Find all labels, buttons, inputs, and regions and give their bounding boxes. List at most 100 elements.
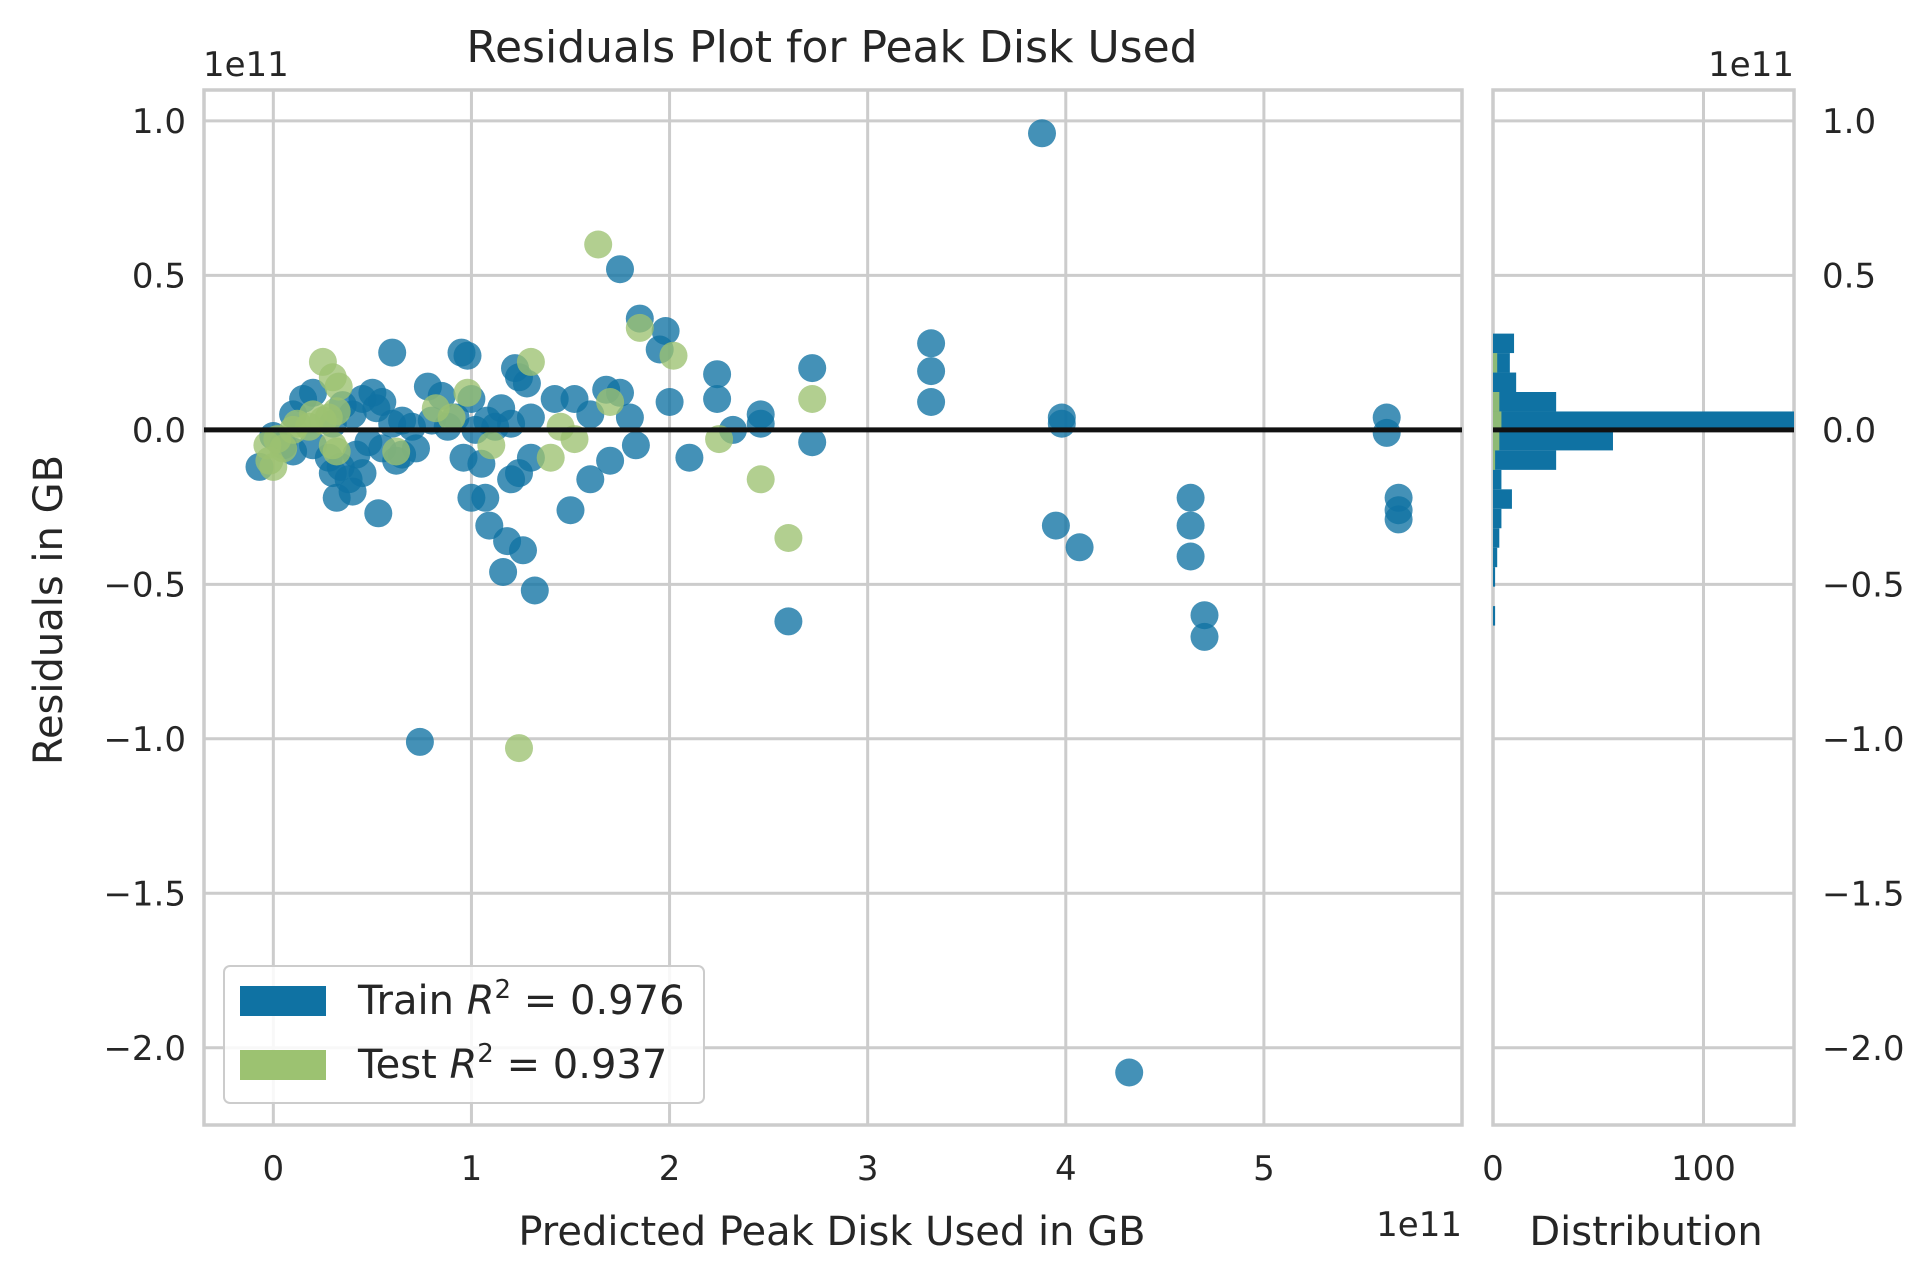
x-tick-label: 1 — [461, 1149, 483, 1189]
y-tick-label: −0.5 — [103, 565, 186, 605]
x-tick-label: 0 — [263, 1149, 285, 1189]
x-tick-label: 2 — [659, 1149, 681, 1189]
legend-label-test: Test R2 = 0.937 — [357, 1039, 667, 1088]
histogram-x-tick-label: 0 — [1482, 1149, 1504, 1189]
train-point — [556, 496, 585, 525]
train-point — [497, 409, 526, 438]
test-point — [798, 385, 827, 413]
test-histogram-bar — [1493, 411, 1502, 431]
legend-frame — [223, 965, 705, 1104]
train-point — [1372, 418, 1401, 447]
train-point — [606, 255, 634, 284]
histogram-y-tick-label: 0.0 — [1822, 411, 1876, 451]
train-histogram-bar — [1493, 606, 1496, 626]
train-histogram-bar — [1493, 469, 1502, 490]
chart-title: Residuals Plot for Peak Disk Used — [466, 22, 1197, 73]
y-tick-label: −2.0 — [103, 1029, 186, 1069]
test-point — [322, 437, 351, 466]
train-point — [1190, 622, 1219, 651]
train-point — [576, 465, 605, 494]
train-point — [798, 354, 827, 383]
y-axis-label: Residuals in GB — [26, 455, 72, 765]
train-point — [615, 403, 644, 432]
train-point — [540, 385, 569, 413]
train-point — [774, 607, 803, 636]
train-point — [405, 727, 434, 756]
train-point — [364, 499, 393, 528]
train-histogram-bar — [1493, 411, 1794, 431]
train-point — [378, 338, 407, 367]
test-histogram-bar — [1493, 450, 1496, 470]
test-point — [437, 403, 466, 432]
test-point — [584, 230, 613, 259]
train-histogram-bar — [1493, 547, 1498, 568]
train-point — [1384, 505, 1413, 534]
test-point — [259, 452, 288, 481]
test-point — [382, 437, 411, 466]
histogram-y-tick-label: 1.0 — [1822, 102, 1876, 142]
train-histogram-bar — [1493, 450, 1557, 470]
train-point — [509, 536, 537, 565]
legend-swatch-train — [240, 986, 326, 1016]
train-point — [471, 483, 500, 512]
main-plot-area: 0 1 2 3 4 5 1.0 0.5 0.0 −0.5 −1.0 −1.5 −2.0 — [103, 88, 1464, 1189]
train-point — [596, 446, 625, 475]
train-point — [1190, 601, 1219, 630]
train-point — [1065, 533, 1094, 562]
histogram-plot-area: 1.0 0.5 0.0 −0.5 −1.0 −1.5 −2.0 0 100 — [1482, 88, 1905, 1189]
train-point — [746, 409, 775, 438]
test-point — [746, 465, 775, 494]
x-tick-label: 5 — [1253, 1149, 1275, 1189]
train-point — [338, 477, 367, 506]
y-tick-label: 0.0 — [132, 411, 186, 451]
train-point — [655, 388, 684, 416]
legend-label-train: Train R2 = 0.976 — [357, 975, 685, 1024]
histogram-y-tick-label: −2.0 — [1822, 1029, 1905, 1069]
test-point — [659, 341, 688, 370]
train-point — [917, 357, 946, 386]
test-histogram — [1493, 353, 1502, 470]
histogram-x-label: Distribution — [1529, 1209, 1762, 1255]
test-point — [453, 378, 482, 407]
test-point — [324, 372, 353, 401]
train-point — [1028, 119, 1056, 148]
histogram-plot-frame — [1491, 88, 1796, 1127]
legend-swatch-test — [240, 1050, 326, 1080]
y-tick-label: −1.5 — [103, 874, 186, 914]
legend: Train R2 = 0.976 Test R2 = 0.937 — [223, 965, 705, 1104]
train-point — [1047, 409, 1076, 438]
train-point — [520, 576, 549, 605]
y-tick-label: −1.0 — [103, 720, 186, 760]
histogram-y-tick-label: −0.5 — [1822, 565, 1905, 605]
train-histogram-bar — [1493, 392, 1557, 412]
train-point — [703, 385, 732, 413]
histogram-y-tick-label: −1.0 — [1822, 720, 1905, 760]
train-point — [917, 388, 946, 416]
train-point — [1115, 1058, 1144, 1087]
test-histogram-bar — [1493, 392, 1500, 412]
train-histogram-bar — [1493, 489, 1512, 509]
train-point — [1176, 542, 1205, 571]
test-point — [477, 431, 506, 460]
histogram-x-tick-label: 100 — [1671, 1149, 1736, 1189]
train-point — [675, 443, 704, 472]
histogram-y-tick-label: 0.5 — [1822, 256, 1876, 296]
train-point — [516, 443, 545, 472]
histogram-y-tick-label: −1.5 — [1822, 874, 1905, 914]
train-point — [453, 341, 482, 370]
train-point — [621, 431, 650, 460]
train-histogram-bar — [1493, 430, 1613, 451]
train-histogram-bar — [1493, 372, 1517, 393]
train-point — [917, 329, 946, 358]
train-histogram-bar — [1493, 333, 1515, 354]
train-point — [1176, 511, 1205, 540]
train-point — [368, 388, 397, 416]
test-point — [774, 524, 803, 552]
y-tick-label: 1.0 — [132, 102, 186, 142]
y-tick-label: 0.5 — [132, 256, 186, 296]
test-histogram-bar — [1493, 430, 1500, 451]
train-point — [489, 558, 518, 586]
test-point — [505, 734, 533, 763]
main-plot-frame — [202, 88, 1464, 1127]
